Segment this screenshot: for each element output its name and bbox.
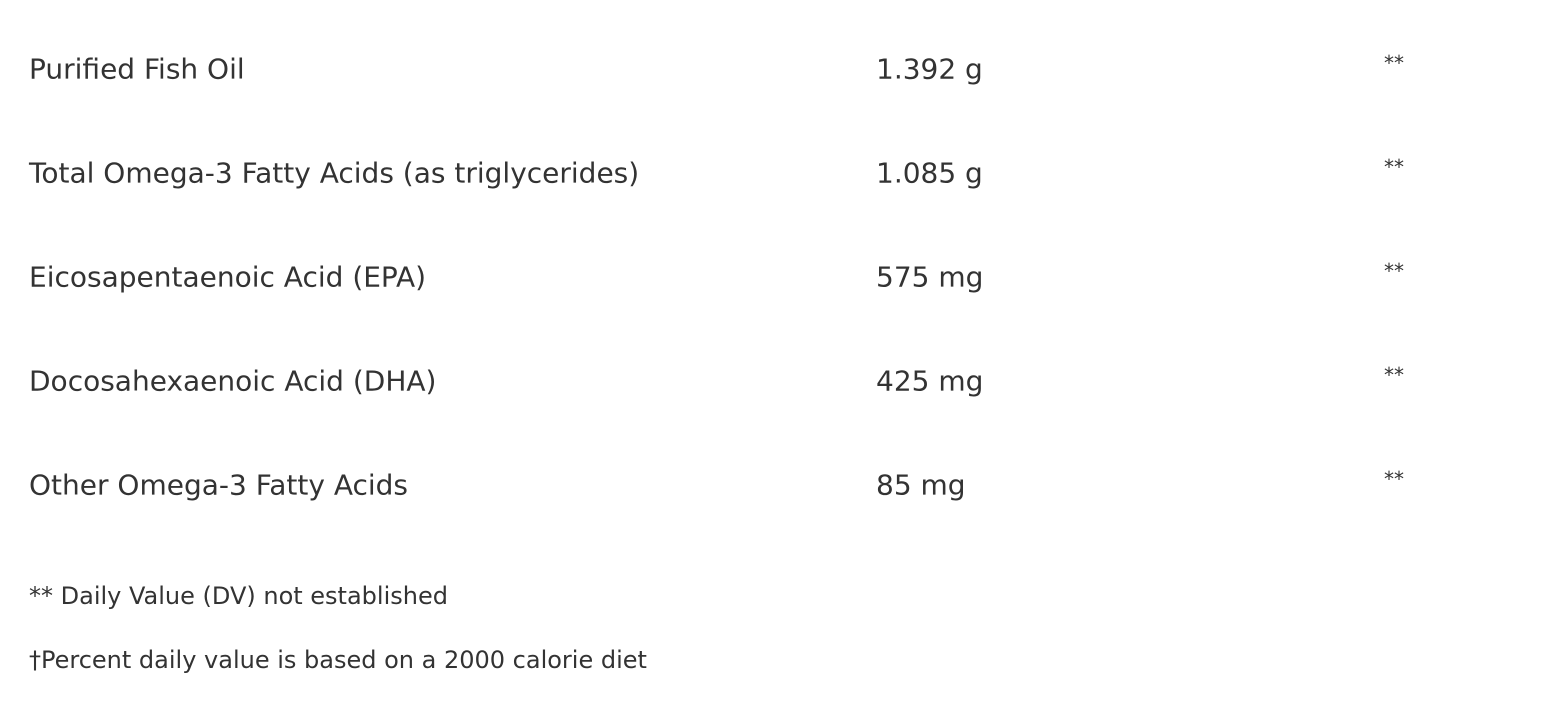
ingredient-name: Other Omega-3 Fatty Acids (29, 468, 409, 502)
footnote-dv: ** Daily Value (DV) not established (29, 582, 448, 610)
table-row: Docosahexaenoic Acid (DHA) 425 mg ** (0, 329, 1544, 433)
ingredient-amount: 575 mg (876, 260, 984, 294)
footnote-percent: †Percent daily value is based on a 2000 … (29, 646, 647, 674)
table-row: Eicosapentaenoic Acid (EPA) 575 mg ** (0, 225, 1544, 329)
daily-value: ** (1384, 51, 1404, 75)
ingredient-amount: 1.085 g (876, 156, 983, 190)
table-row: Total Omega-3 Fatty Acids (as triglyceri… (0, 121, 1544, 225)
daily-value: ** (1384, 259, 1404, 283)
daily-value: ** (1384, 363, 1404, 387)
ingredient-amount: 1.392 g (876, 52, 983, 86)
table-row: Other Omega-3 Fatty Acids 85 mg ** (0, 433, 1544, 537)
table-row: Purified Fish Oil 1.392 g ** (0, 17, 1544, 121)
ingredient-amount: 425 mg (876, 364, 984, 398)
ingredient-name: Eicosapentaenoic Acid (EPA) (29, 260, 427, 294)
daily-value: ** (1384, 155, 1404, 179)
ingredient-amount: 85 mg (876, 468, 966, 502)
ingredient-name: Total Omega-3 Fatty Acids (as triglyceri… (29, 156, 640, 190)
ingredient-name: Purified Fish Oil (29, 52, 245, 86)
daily-value: ** (1384, 467, 1404, 491)
ingredient-name: Docosahexaenoic Acid (DHA) (29, 364, 437, 398)
